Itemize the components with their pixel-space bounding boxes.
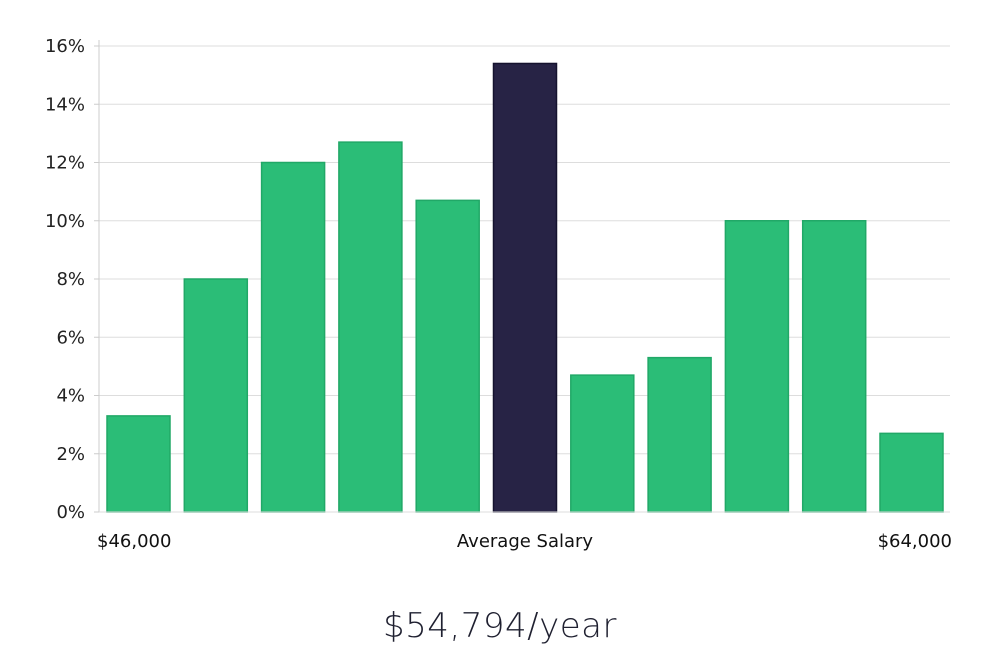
y-tick-label: 6% — [56, 327, 85, 348]
y-tick-label: 8% — [56, 269, 85, 290]
bar — [801, 220, 867, 513]
bar — [724, 220, 790, 513]
y-tick-label: 14% — [45, 94, 85, 115]
y-tick-label: 12% — [45, 153, 85, 174]
salary-histogram: 0% 2% 4% 6% 8% 10% 12% 14% 16% $46,000 Average S… — [45, 36, 952, 552]
bar — [260, 161, 326, 513]
y-tick-label: 0% — [56, 502, 85, 523]
y-tick-label: 16% — [45, 36, 85, 57]
y-tick-label: 10% — [45, 211, 85, 232]
axis-labels: $46,000 Average Salary $64,000 — [97, 531, 952, 552]
average-salary-value: $54,794/year — [383, 606, 617, 646]
x-min-label: $46,000 — [97, 531, 171, 552]
bar-average-highlight — [492, 62, 558, 513]
x-axis-label: Average Salary — [457, 531, 594, 552]
bar — [106, 415, 171, 513]
bars — [106, 62, 944, 513]
bar — [570, 374, 635, 513]
x-max-label: $64,000 — [878, 531, 952, 552]
y-tick-label: 4% — [56, 386, 85, 407]
bar — [879, 432, 944, 513]
bar — [647, 356, 712, 513]
y-tick-label: 2% — [56, 444, 85, 465]
bar — [338, 141, 403, 513]
bar — [415, 199, 480, 513]
chart-canvas: 0% 2% 4% 6% 8% 10% 12% 14% 16% $46,000 Average S… — [45, 36, 952, 552]
bar — [183, 278, 249, 513]
axes: 0% 2% 4% 6% 8% 10% 12% 14% 16% — [45, 36, 950, 523]
